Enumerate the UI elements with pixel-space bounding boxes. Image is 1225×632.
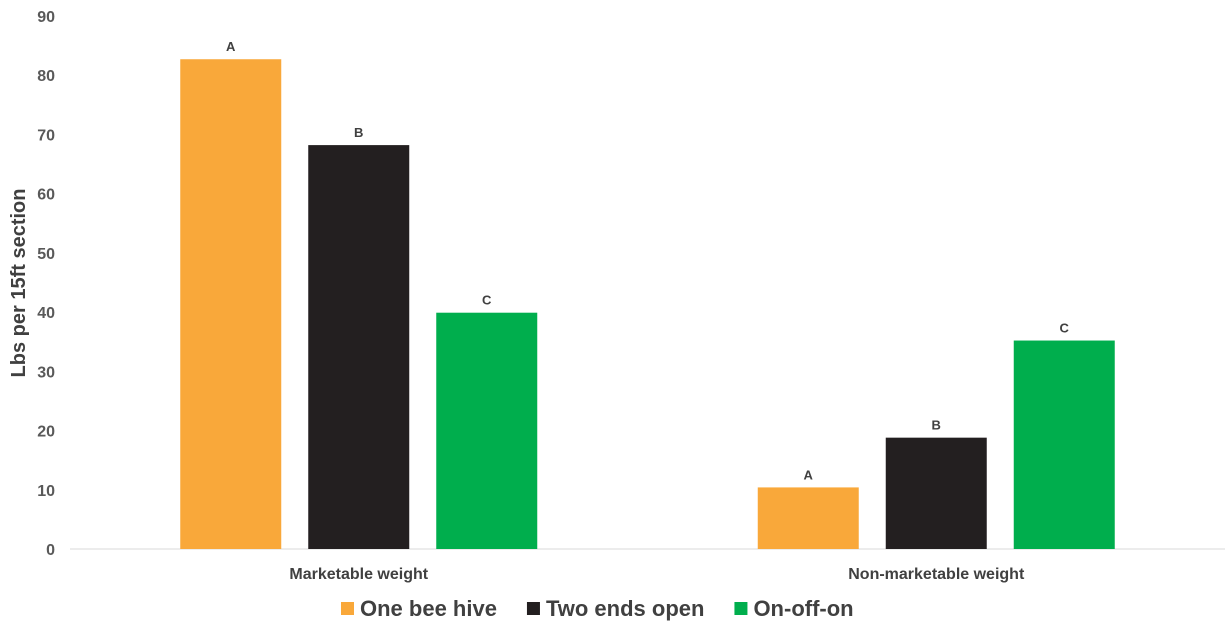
y-tick-label: 40 xyxy=(37,305,55,322)
x-category-label: Marketable weight xyxy=(289,566,428,583)
y-tick-label: 90 xyxy=(37,9,55,26)
y-tick-label: 80 xyxy=(37,68,55,85)
bar-data-label: C xyxy=(1060,321,1070,336)
bar-data-label: A xyxy=(804,467,814,482)
legend-swatch xyxy=(526,602,540,615)
bar-data-label: B xyxy=(354,125,363,140)
bar xyxy=(1013,340,1115,549)
legend-label: Two ends open xyxy=(546,596,704,621)
y-tick-label: 60 xyxy=(37,187,55,204)
legend-swatch xyxy=(734,602,748,615)
legend-swatch xyxy=(341,602,354,615)
y-axis-title: Lbs per 15ft section xyxy=(8,189,30,378)
bar-data-label: C xyxy=(482,293,492,308)
y-tick-label: 70 xyxy=(37,127,55,144)
bar xyxy=(885,437,987,549)
bar xyxy=(180,59,282,549)
bar-data-label: A xyxy=(226,39,236,54)
y-tick-label: 20 xyxy=(37,424,55,441)
bar xyxy=(757,487,859,549)
y-tick-label: 0 xyxy=(46,542,55,559)
y-tick-label: 10 xyxy=(37,483,55,500)
bar xyxy=(436,312,538,549)
legend-label: On-off-on xyxy=(753,596,853,621)
bar xyxy=(308,145,410,550)
bar-data-label: B xyxy=(932,418,941,433)
y-tick-label: 30 xyxy=(37,364,55,381)
y-tick-label: 50 xyxy=(37,246,55,263)
x-category-label: Non-marketable weight xyxy=(848,566,1025,583)
legend-label: One bee hive xyxy=(360,596,497,621)
